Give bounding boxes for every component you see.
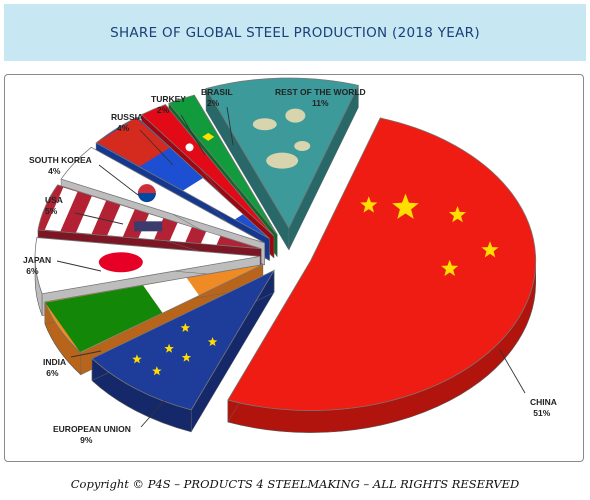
star-icon — [360, 196, 378, 213]
pie-slice-european-union — [91, 269, 276, 433]
slice-top — [227, 117, 537, 411]
label-china: CHINA — [530, 397, 557, 407]
flag-stripe — [200, 231, 221, 245]
brazil-diamond-icon — [202, 132, 215, 141]
flag-stripe — [96, 117, 170, 167]
flag-stripe — [143, 277, 199, 313]
value-label: 4% — [48, 166, 61, 176]
value-label: 4% — [117, 123, 130, 133]
value-label: 5% — [45, 206, 58, 216]
value-label: 2% — [157, 105, 170, 115]
chart-frame: CHINA 51% EUROPEAN UNION 9% INDIA 6% JAPAN 6% US… — [4, 74, 584, 462]
crescent-icon — [185, 143, 194, 152]
leader-line — [226, 106, 234, 146]
star-icon — [164, 343, 174, 353]
star-icon — [441, 259, 459, 276]
pie-slice-rest-of-the-world — [205, 77, 359, 251]
slice-top — [91, 269, 276, 411]
flag-stripe — [183, 178, 243, 220]
value-label: 2% — [207, 98, 220, 108]
slice-top — [168, 94, 278, 235]
slice-top — [60, 146, 265, 244]
japan-sun-icon — [98, 252, 143, 273]
leader-line — [499, 349, 526, 394]
star-icon — [448, 205, 467, 223]
continent-icon — [285, 108, 306, 123]
star-icon — [392, 193, 419, 219]
value-label: 51% — [533, 408, 550, 418]
taeguk-half — [137, 193, 156, 203]
star-icon — [152, 366, 162, 376]
usa-canton-icon — [134, 221, 163, 232]
label-brasil: BRASIL — [201, 87, 233, 97]
pie-slice-china — [227, 117, 537, 433]
flag-stripe — [45, 285, 163, 353]
star-icon — [481, 241, 499, 258]
slice-top — [34, 237, 261, 295]
chart-title: SHARE OF GLOBAL STEEL PRODUCTION (2018 Y… — [110, 24, 480, 41]
label-russia: RUSSIA — [111, 112, 143, 122]
label-japan: JAPAN — [23, 255, 51, 265]
continent-icon — [252, 118, 277, 131]
label-turkey: TURKEY — [151, 94, 186, 104]
flag-stripe — [169, 222, 192, 243]
star-icon — [180, 322, 191, 332]
leader-line — [180, 114, 206, 156]
leader-line — [98, 164, 139, 196]
value-label: 9% — [80, 435, 93, 445]
flag-stripe — [76, 196, 107, 234]
leader-line — [56, 260, 102, 272]
leader-line — [140, 399, 166, 428]
star-icon — [181, 352, 192, 362]
leader-line — [70, 350, 102, 358]
leader-line — [74, 212, 124, 225]
value-label: 11% — [312, 98, 329, 108]
value-label: 6% — [46, 368, 59, 378]
continent-icon — [294, 140, 311, 151]
continent-icon — [266, 152, 299, 169]
slice-top — [140, 104, 275, 237]
label-india: INDIA — [43, 357, 66, 367]
flag-stripe — [44, 187, 78, 232]
label-usa: USA — [45, 195, 63, 205]
label-rest-of-the-world: REST OF THE WORLD — [275, 87, 366, 97]
flag-stripe — [107, 205, 135, 237]
label-south-korea: SOUTH KOREA — [29, 155, 92, 165]
star-icon — [207, 336, 218, 347]
value-label: 6% — [26, 266, 39, 276]
title-banner: SHARE OF GLOBAL STEEL PRODUCTION (2018 Y… — [4, 4, 586, 61]
star-icon — [132, 354, 142, 364]
leader-line — [139, 129, 174, 166]
copyright-footer: Copyright © P4S – PRODUCTS 4 STEELMAKING… — [70, 477, 520, 491]
label-european-union: EUROPEAN UNION — [53, 424, 131, 434]
